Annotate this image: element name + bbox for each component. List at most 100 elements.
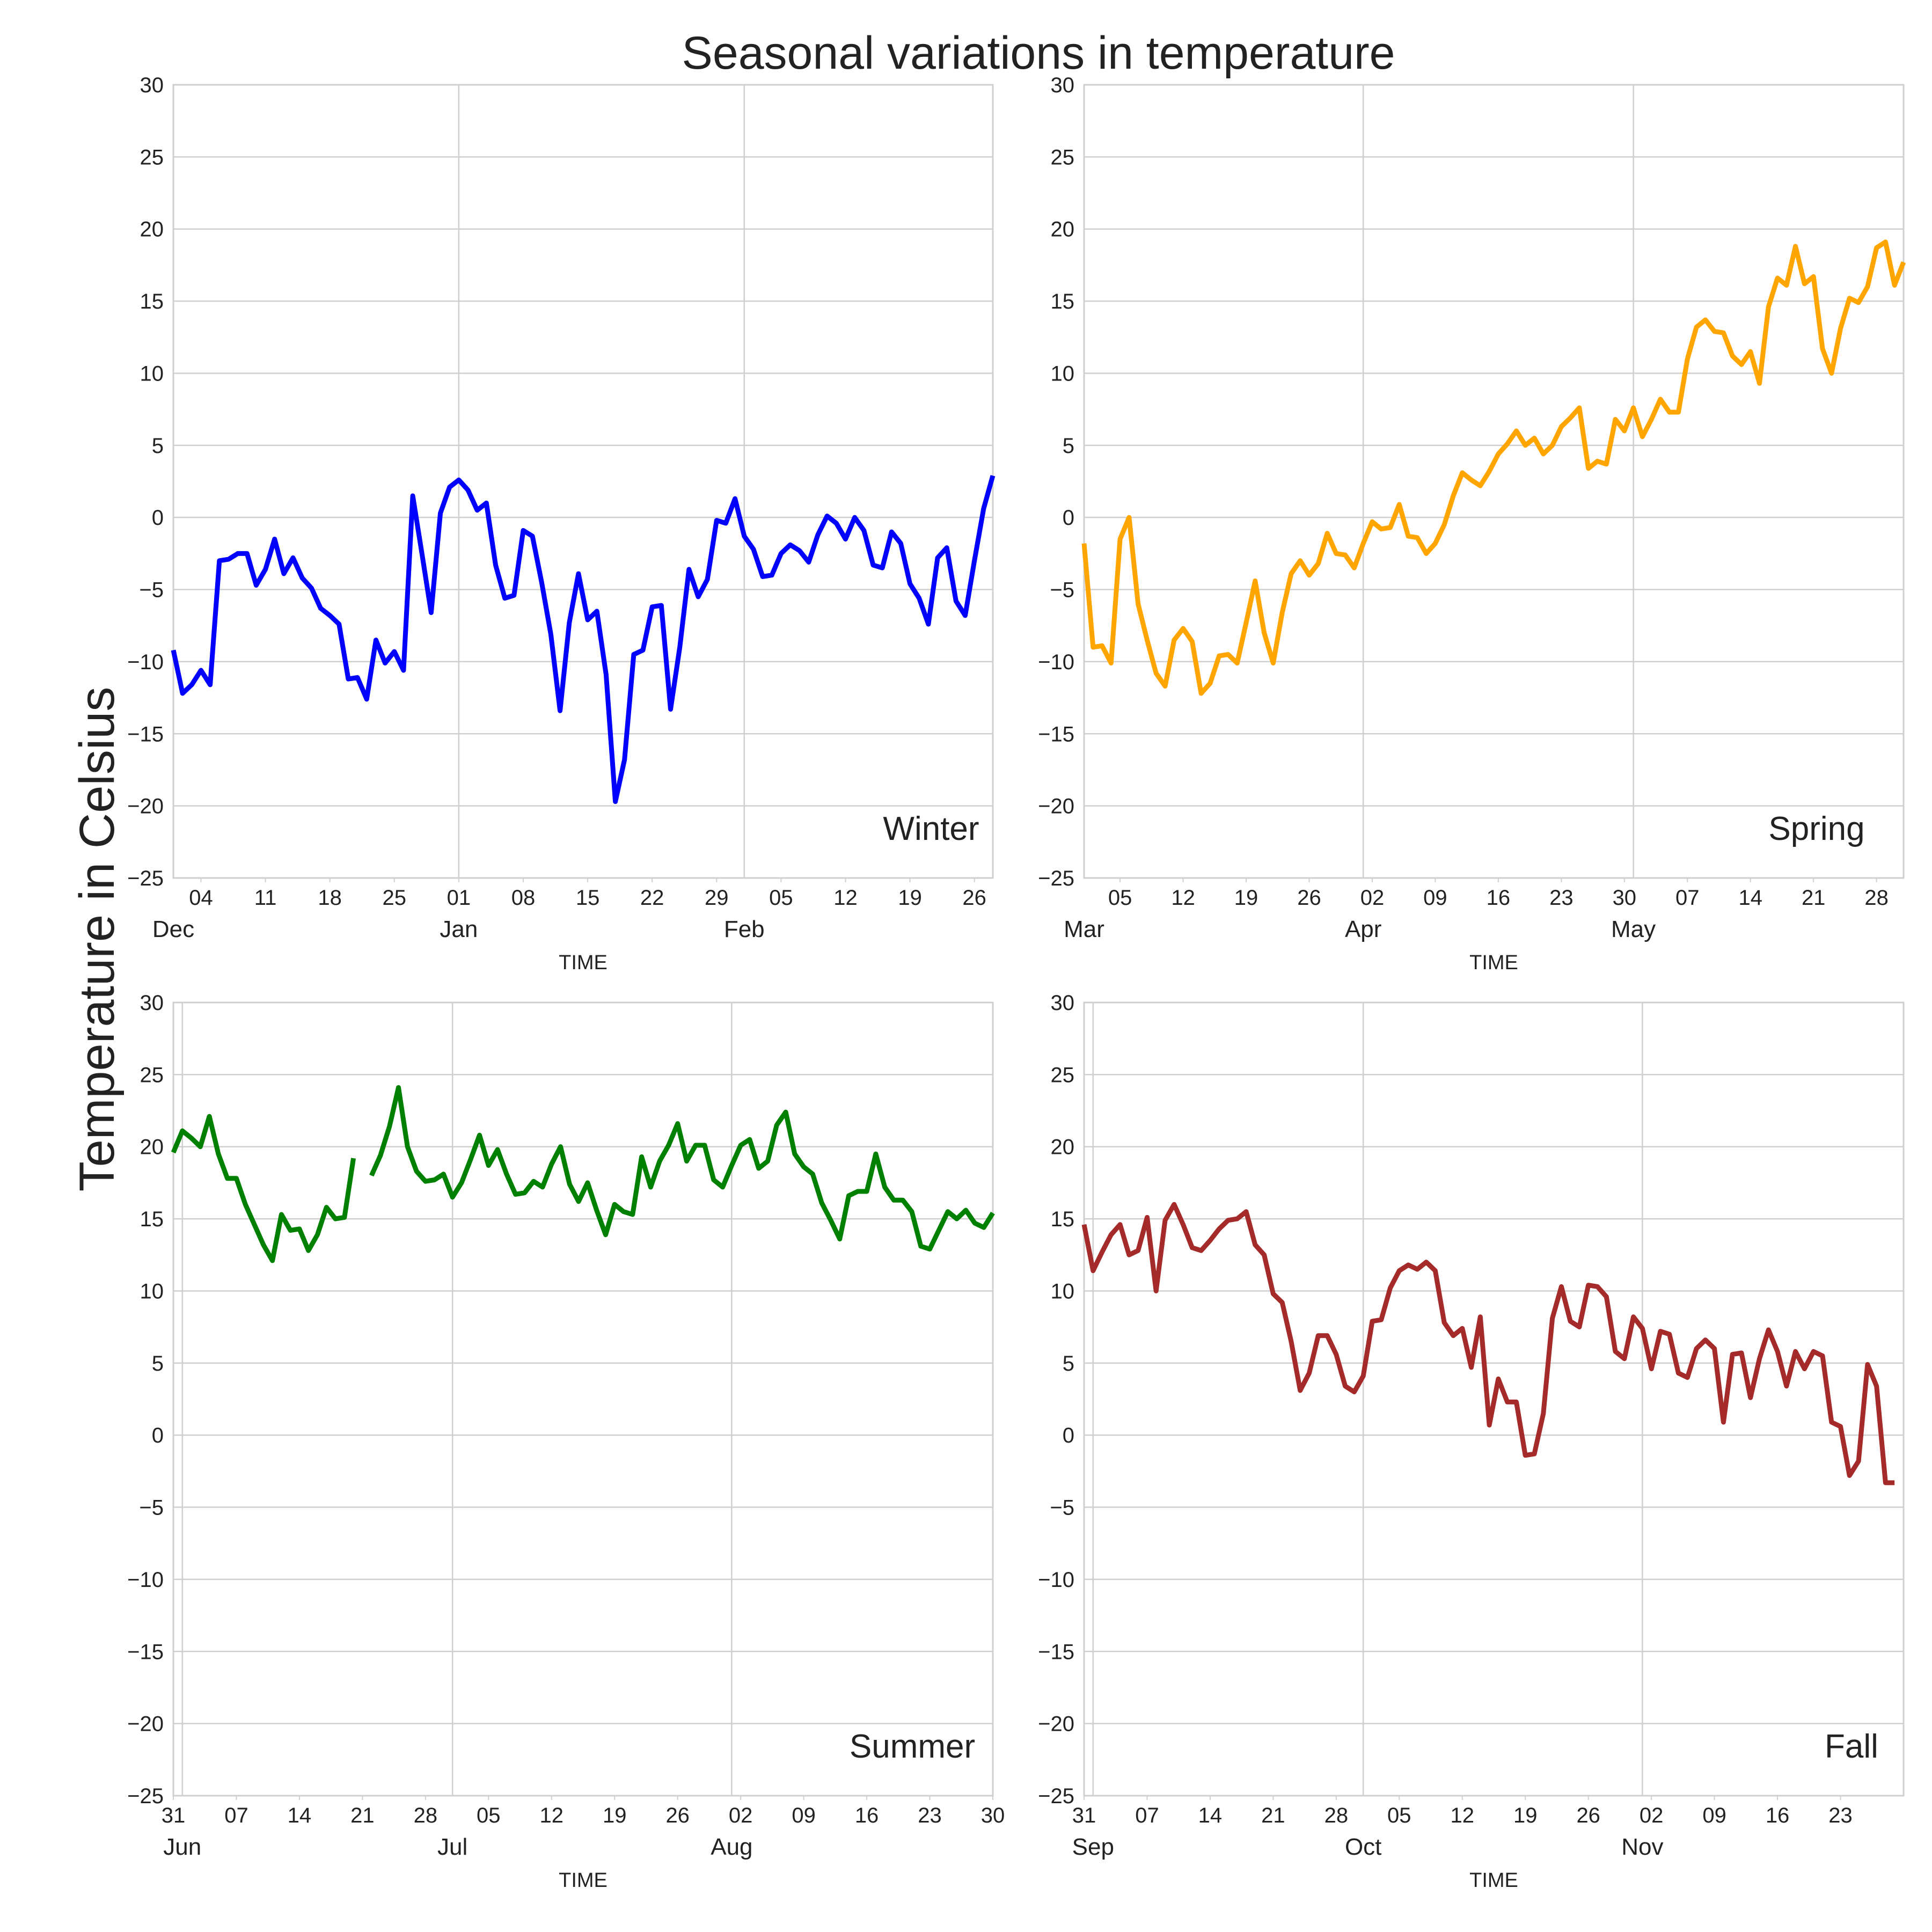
winter-day-tick-label: 19 [898, 886, 922, 910]
fall-y-tick-label: 10 [1051, 1279, 1075, 1303]
winter-day-tick-label: 15 [576, 886, 600, 910]
y-axis-label: Temperature in Celsius [70, 687, 125, 1192]
summer-y-tick-label: 5 [152, 1352, 164, 1375]
spring-day-tick-label: 14 [1738, 886, 1762, 910]
winter-day-tick-label: 04 [189, 886, 213, 910]
spring-y-tick-label: −25 [1038, 867, 1074, 890]
spring-day-tick-label: 09 [1423, 886, 1447, 910]
fall-day-tick-label: 02 [1640, 1804, 1664, 1827]
fall-day-tick-label: 31 [1072, 1804, 1096, 1827]
summer-y-tick-label: −10 [127, 1568, 164, 1592]
spring-month-label: Apr [1345, 916, 1381, 942]
summer-month-label: Jun [163, 1834, 201, 1860]
fall-month-label: Sep [1072, 1834, 1114, 1860]
spring-day-tick-label: 30 [1613, 886, 1637, 910]
fall-plot-frame [1083, 1001, 1905, 1797]
winter-y-tick-label: −10 [127, 650, 164, 674]
spring-y-tick-label: 25 [1051, 145, 1075, 169]
winter-season-label: Winter [883, 810, 979, 847]
fall-day-tick-label: 09 [1702, 1804, 1726, 1827]
spring-y-tick-label: 5 [1063, 434, 1074, 458]
summer-day-tick-label: 12 [540, 1804, 564, 1827]
summer-y-tick-label: 30 [140, 991, 164, 1015]
fall-y-tick-label: −5 [1050, 1496, 1074, 1520]
fall-y-tick-label: −20 [1038, 1713, 1074, 1736]
fall-day-tick-label: 26 [1576, 1804, 1600, 1827]
summer-y-tick-label: −5 [139, 1496, 164, 1520]
summer-temperature-line [171, 1085, 995, 1263]
summer-day-tick-label: 05 [477, 1804, 501, 1827]
chart-title: Seasonal variations in temperature [682, 27, 1395, 79]
fall-x-axis-label: TIME [1469, 1869, 1518, 1892]
winter-day-tick-label: 18 [318, 886, 342, 910]
winter-y-tick-label: 20 [140, 218, 164, 241]
summer-season-label: Summer [850, 1728, 975, 1765]
fall-y-tick-label: 25 [1051, 1063, 1075, 1087]
summer-day-tick-label: 30 [981, 1804, 1005, 1827]
winter-y-tick-label: 30 [140, 74, 164, 97]
fall-day-tick-label: 16 [1766, 1804, 1790, 1827]
spring-day-tick-label: 12 [1171, 886, 1195, 910]
summer-day-tick-label: 02 [729, 1804, 753, 1827]
fall-day-tick-label: 12 [1451, 1804, 1475, 1827]
summer-day-tick-label: 23 [918, 1804, 942, 1827]
spring-season-label: Spring [1768, 810, 1864, 847]
fall-y-tick-label: 20 [1051, 1136, 1075, 1159]
spring-y-tick-label: −10 [1038, 650, 1074, 674]
summer-day-tick-label: 31 [162, 1804, 186, 1827]
spring-day-tick-label: 21 [1802, 886, 1826, 910]
winter-y-tick-label: 25 [140, 145, 164, 169]
spring-y-tick-label: 30 [1051, 74, 1075, 97]
winter-day-tick-label: 05 [769, 886, 793, 910]
winter-y-tick-label: 15 [140, 290, 164, 313]
fall-day-tick-label: 19 [1513, 1804, 1538, 1827]
summer-y-tick-label: 25 [140, 1063, 164, 1087]
winter-y-tick-label: 0 [152, 506, 164, 530]
fall-y-tick-label: −15 [1038, 1640, 1074, 1664]
winter-day-tick-label: 12 [833, 886, 858, 910]
fall-month-label: Nov [1621, 1834, 1663, 1860]
summer-day-tick-label: 21 [350, 1804, 375, 1827]
summer-day-tick-label: 16 [855, 1804, 879, 1827]
spring-day-tick-label: 02 [1360, 886, 1385, 910]
spring-day-tick-label: 23 [1549, 886, 1574, 910]
spring-temperature-line [1081, 239, 1906, 696]
summer-y-tick-label: 20 [140, 1136, 164, 1159]
spring-y-tick-label: 20 [1051, 218, 1075, 241]
spring-x-axis-label: TIME [1469, 952, 1518, 974]
summer-day-tick-label: 26 [665, 1804, 690, 1827]
winter-day-tick-label: 08 [511, 886, 536, 910]
spring-y-tick-label: −15 [1038, 722, 1074, 746]
summer-x-axis-label: TIME [559, 1869, 608, 1892]
winter-y-tick-label: 5 [152, 434, 164, 458]
fall-day-tick-label: 23 [1828, 1804, 1853, 1827]
summer-day-tick-label: 07 [224, 1804, 248, 1827]
fall-y-tick-label: 15 [1051, 1208, 1075, 1231]
spring-y-tick-label: −20 [1038, 795, 1074, 818]
summer-y-tick-label: 15 [140, 1208, 164, 1231]
fall-month-label: Oct [1345, 1834, 1381, 1860]
winter-y-tick-label: 10 [140, 362, 164, 385]
spring-day-tick-label: 05 [1108, 886, 1132, 910]
fall-y-tick-label: −10 [1038, 1568, 1074, 1592]
summer-day-tick-label: 14 [288, 1804, 312, 1827]
winter-temperature-line [171, 475, 996, 804]
spring-day-tick-label: 16 [1487, 886, 1511, 910]
spring-month-label: May [1611, 916, 1656, 942]
winter-day-tick-label: 11 [254, 886, 277, 910]
fall-day-tick-label: 28 [1324, 1804, 1349, 1827]
spring-y-tick-label: 15 [1051, 290, 1075, 313]
summer-day-tick-label: 09 [792, 1804, 816, 1827]
summer-month-label: Aug [711, 1834, 752, 1860]
winter-month-label: Feb [724, 916, 765, 942]
summer-y-tick-label: −25 [127, 1784, 164, 1808]
fall-y-tick-label: −25 [1038, 1784, 1074, 1808]
fall-y-tick-label: 5 [1063, 1352, 1074, 1375]
winter-plot-frame [172, 84, 994, 879]
fall-y-tick-label: 0 [1063, 1424, 1074, 1447]
